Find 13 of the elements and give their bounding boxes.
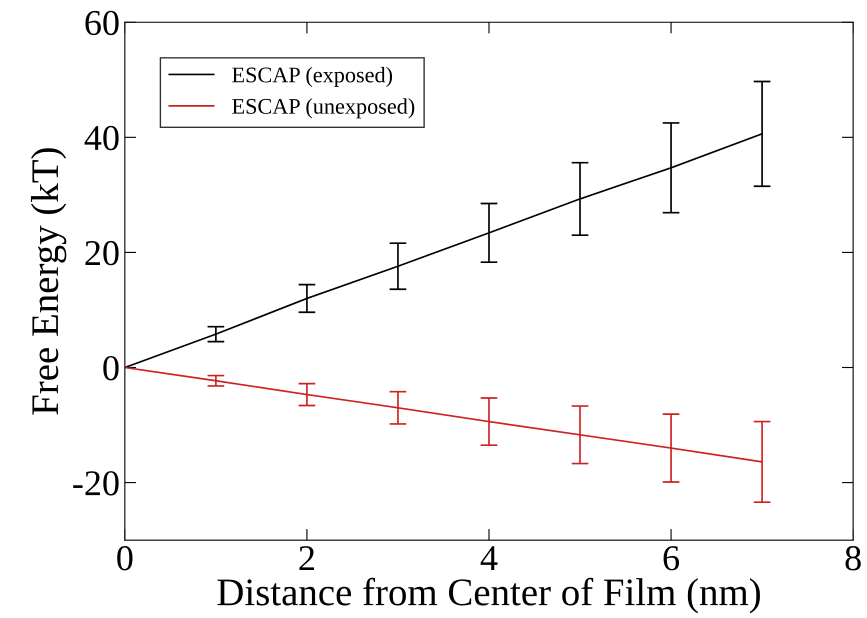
y-tick-label: -20	[73, 471, 119, 496]
legend-label: ESCAP (exposed)	[232, 66, 392, 87]
y-tick-label: 40	[84, 126, 119, 150]
y-tick-label: 20	[85, 240, 119, 266]
y-axis-title: Free Energy (kT)	[30, 148, 66, 415]
y-tick-label: 0	[103, 356, 119, 380]
x-tick-label: 6	[664, 546, 680, 570]
x-axis-title: Distance from Center of Film (nm)	[217, 578, 760, 614]
x-tick-label: 2	[299, 546, 314, 570]
x-tick-label: 8	[845, 546, 861, 570]
y-tick-label: 60	[85, 10, 119, 36]
x-tick-label: 4	[480, 546, 498, 570]
legend-label: ESCAP (unexposed)	[232, 98, 414, 118]
